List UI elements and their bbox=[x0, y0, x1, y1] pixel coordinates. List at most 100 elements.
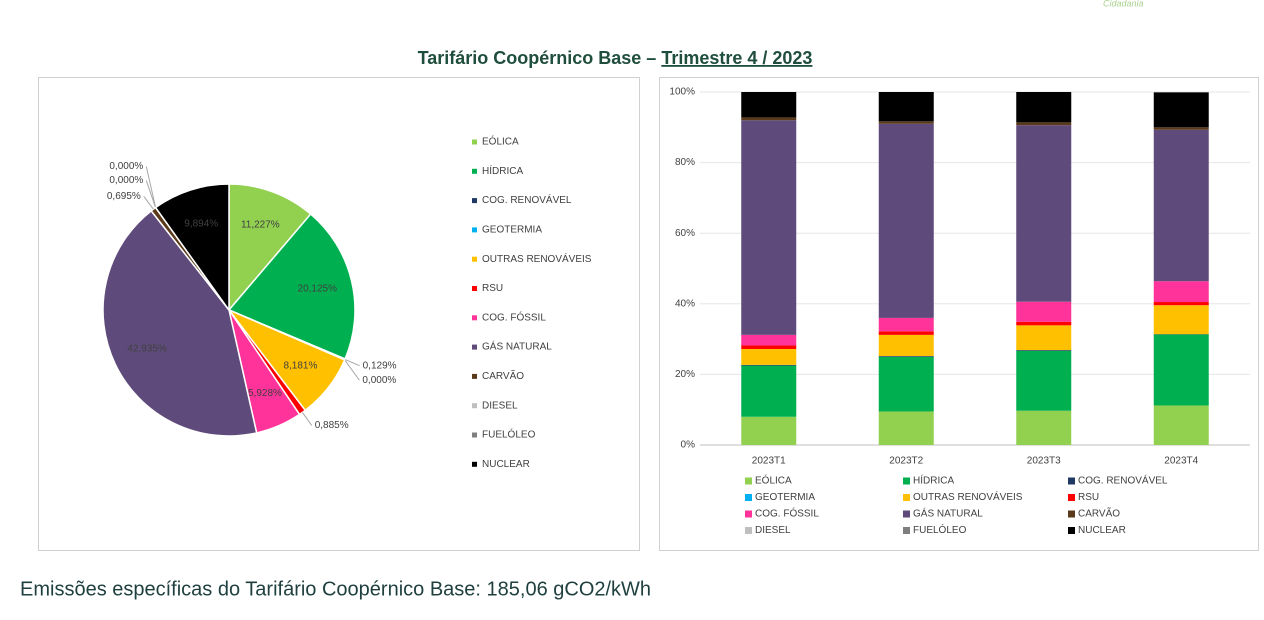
bar-segment bbox=[1016, 321, 1072, 326]
legend-swatch bbox=[472, 139, 477, 145]
legend-label: GEOTERMIA bbox=[755, 492, 815, 503]
bar-segment bbox=[1016, 122, 1072, 126]
legend-label: GEOTERMIA bbox=[482, 225, 542, 236]
leader-line bbox=[344, 358, 360, 367]
slice-label: 0,000% bbox=[109, 161, 143, 172]
legend-swatch bbox=[472, 227, 477, 233]
legend-swatch bbox=[1068, 510, 1075, 518]
legend-label: NUCLEAR bbox=[1078, 525, 1126, 536]
legend-label: FUELÓLEO bbox=[913, 523, 967, 536]
bar-segment bbox=[741, 345, 797, 349]
legend-swatch bbox=[472, 168, 477, 174]
x-tick-label: 2023T1 bbox=[752, 456, 786, 467]
legend-swatch bbox=[745, 494, 752, 501]
y-tick-label: 60% bbox=[675, 228, 695, 239]
bar-segment bbox=[878, 411, 934, 445]
bar-segment bbox=[878, 317, 934, 332]
y-tick-label: 100% bbox=[669, 87, 695, 98]
bar-segment bbox=[1016, 301, 1072, 322]
legend-swatch bbox=[472, 256, 477, 262]
page-title: Tarifário Coopérnico Base – Trimestre 4 … bbox=[418, 48, 813, 68]
legend-swatch bbox=[472, 373, 477, 379]
legend-label: NUCLEAR bbox=[482, 459, 530, 470]
slice-label: 11,227% bbox=[241, 220, 280, 231]
slice-label: 0,695% bbox=[107, 191, 141, 202]
bar-segment bbox=[878, 356, 934, 412]
legend-swatch bbox=[903, 494, 910, 501]
slice-label: 0,000% bbox=[109, 175, 143, 186]
x-tick-label: 2023T2 bbox=[889, 456, 923, 467]
bar-segment bbox=[1153, 92, 1209, 128]
y-tick-label: 80% bbox=[675, 157, 695, 168]
bar-segment bbox=[741, 92, 797, 118]
slice-label: 9,894% bbox=[184, 218, 218, 229]
bar-segment bbox=[1153, 302, 1209, 306]
slice-label: 42,935% bbox=[127, 344, 167, 355]
legend-label: OUTRAS RENOVÁVEIS bbox=[913, 490, 1023, 503]
slice-label: 0,129% bbox=[363, 360, 397, 371]
legend-label: COG. FÓSSIL bbox=[482, 310, 546, 323]
x-tick-label: 2023T3 bbox=[1027, 456, 1061, 467]
legend-swatch bbox=[903, 527, 910, 534]
bar-segment bbox=[1153, 305, 1209, 335]
legend-label: RSU bbox=[482, 283, 503, 294]
bar-segment bbox=[878, 121, 934, 124]
bar-segment bbox=[1016, 350, 1072, 351]
slice-label: 0,000% bbox=[362, 375, 396, 386]
legend-swatch bbox=[745, 477, 752, 485]
x-tick-label: 2023T4 bbox=[1164, 456, 1198, 467]
slice-label: 0,885% bbox=[315, 420, 349, 431]
legend-label: HÍDRICA bbox=[913, 474, 954, 487]
slice-label: 5,928% bbox=[248, 388, 282, 399]
legend-label: RSU bbox=[1078, 492, 1099, 503]
leader-line bbox=[344, 359, 360, 381]
bar-segment bbox=[1153, 334, 1209, 406]
bar-segment bbox=[741, 334, 797, 346]
footer-note: Emissões específicas do Tarifário Coopér… bbox=[20, 578, 651, 600]
legend-swatch bbox=[903, 510, 910, 518]
bar-segment bbox=[1016, 92, 1072, 123]
slice-label: 8,181% bbox=[283, 361, 317, 372]
bar-panel bbox=[659, 77, 1259, 551]
bar-segment bbox=[878, 356, 934, 357]
bar-segment bbox=[878, 334, 934, 357]
legend-swatch bbox=[472, 461, 477, 467]
bar-segment bbox=[878, 331, 934, 335]
bar-segment bbox=[741, 348, 797, 365]
legend-label: EÓLICA bbox=[755, 474, 792, 487]
bar-segment bbox=[1153, 129, 1209, 282]
title-period: Trimestre 4 / 2023 bbox=[661, 48, 812, 68]
slice-label: 20,125% bbox=[298, 284, 338, 295]
legend-swatch bbox=[745, 527, 752, 534]
legend-swatch bbox=[472, 432, 477, 438]
legend-label: DIESEL bbox=[755, 525, 791, 536]
leader-line bbox=[145, 180, 157, 208]
bar-segment bbox=[741, 117, 797, 121]
bar-segment bbox=[741, 416, 797, 445]
legend-swatch bbox=[745, 510, 752, 518]
legend-swatch bbox=[472, 198, 477, 204]
y-tick-label: 40% bbox=[675, 298, 695, 309]
y-tick-label: 20% bbox=[675, 369, 695, 380]
bar-segment bbox=[878, 92, 934, 122]
legend-label: GÁS NATURAL bbox=[913, 507, 983, 520]
bar-segment bbox=[741, 120, 797, 335]
y-tick-label: 0% bbox=[681, 440, 696, 451]
leader-line bbox=[145, 166, 157, 208]
pie-slice bbox=[154, 183, 230, 313]
bar-segment bbox=[1153, 281, 1209, 303]
legend-swatch bbox=[472, 344, 477, 350]
legend-label: CARVÃO bbox=[1078, 507, 1120, 520]
title-prefix: Tarifário Coopérnico Base – bbox=[418, 48, 662, 68]
bar-segment bbox=[1153, 127, 1209, 130]
legend-label: OUTRAS RENOVÁVEIS bbox=[482, 252, 592, 265]
legend-swatch bbox=[1068, 477, 1075, 485]
pie-slice bbox=[228, 183, 312, 313]
legend-swatch bbox=[1068, 494, 1075, 501]
bar-segment bbox=[1016, 410, 1072, 445]
legend-label: HÍDRICA bbox=[482, 164, 523, 177]
bar-segment bbox=[878, 123, 934, 318]
bar-segment bbox=[741, 365, 797, 417]
